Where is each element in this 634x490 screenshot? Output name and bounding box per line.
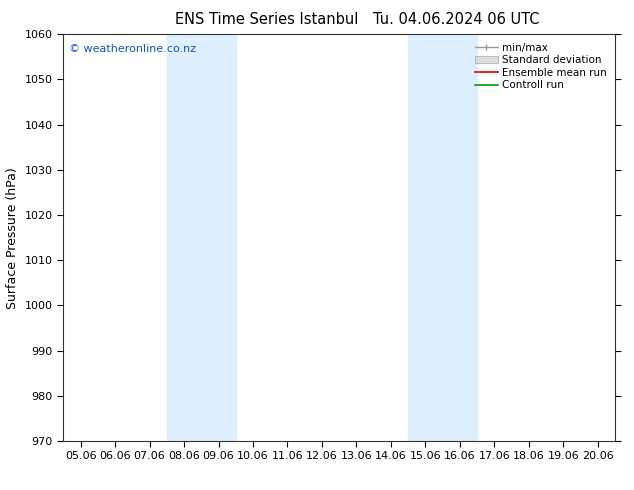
Bar (167, 34, 236, 441)
Y-axis label: Surface Pressure (hPa): Surface Pressure (hPa) (6, 167, 19, 309)
Bar (408, 34, 477, 441)
Text: ENS Time Series Istanbul: ENS Time Series Istanbul (174, 12, 358, 27)
Text: Tu. 04.06.2024 06 UTC: Tu. 04.06.2024 06 UTC (373, 12, 540, 27)
Text: © weatheronline.co.nz: © weatheronline.co.nz (69, 45, 196, 54)
Legend: min/max, Standard deviation, Ensemble mean run, Controll run: min/max, Standard deviation, Ensemble me… (472, 40, 610, 94)
